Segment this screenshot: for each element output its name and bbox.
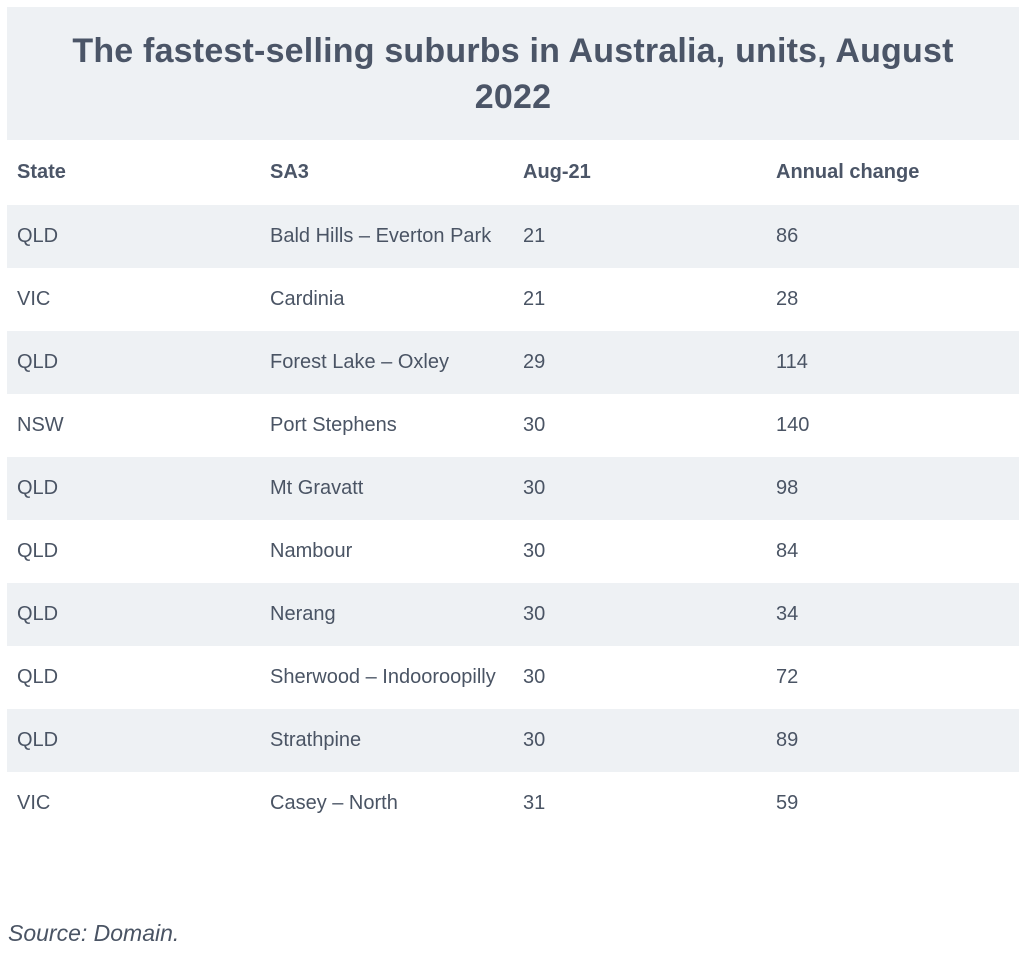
cell-aug21: 29 [513,331,766,394]
cell-aug21: 30 [513,520,766,583]
cell-annual-change: 72 [766,646,1019,709]
source-caption: Source: Domain. [8,920,180,946]
cell-annual-change: 98 [766,457,1019,520]
cell-annual-change: 89 [766,709,1019,772]
cell-state: QLD [7,709,260,772]
cell-aug21: 21 [513,268,766,331]
cell-state: QLD [7,646,260,709]
table-row: QLD Forest Lake – Oxley 29 114 [7,331,1019,394]
table-row: QLD Strathpine 30 89 [7,709,1019,772]
cell-aug21: 30 [513,583,766,646]
cell-annual-change: 28 [766,268,1019,331]
table-row: QLD Nambour 30 84 [7,520,1019,583]
table-row: QLD Nerang 30 34 [7,583,1019,646]
table-row: QLD Bald Hills – Everton Park 21 86 [7,205,1019,268]
cell-state: QLD [7,520,260,583]
cell-annual-change: 84 [766,520,1019,583]
table-header: State SA3 Aug-21 Annual change [7,140,1019,205]
cell-aug21: 31 [513,772,766,835]
cell-aug21: 30 [513,394,766,457]
cell-state: VIC [7,268,260,331]
cell-aug21: 30 [513,457,766,520]
cell-state: NSW [7,394,260,457]
table-title: The fastest-selling suburbs in Australia… [72,31,954,116]
cell-annual-change: 140 [766,394,1019,457]
cell-sa3: Nambour [260,520,513,583]
cell-sa3: Bald Hills – Everton Park [260,205,513,268]
column-header-aug21: Aug-21 [523,161,591,183]
cell-sa3: Forest Lake – Oxley [260,331,513,394]
table-row: NSW Port Stephens 30 140 [7,394,1019,457]
table-title-bar: The fastest-selling suburbs in Australia… [7,7,1019,140]
cell-state: VIC [7,772,260,835]
table-row: QLD Sherwood – Indooroopilly 30 72 [7,646,1019,709]
cell-annual-change: 114 [766,331,1019,394]
cell-state: QLD [7,205,260,268]
cell-state: QLD [7,457,260,520]
cell-sa3: Cardinia [260,268,513,331]
table-row: QLD Mt Gravatt 30 98 [7,457,1019,520]
cell-sa3: Casey – North [260,772,513,835]
cell-annual-change: 59 [766,772,1019,835]
table-row: VIC Casey – North 31 59 [7,772,1019,835]
suburbs-table: State SA3 Aug-21 Annual change QLD Bald … [7,140,1019,835]
header-row: State SA3 Aug-21 Annual change [7,140,1019,205]
cell-aug21: 21 [513,205,766,268]
cell-sa3: Strathpine [260,709,513,772]
cell-annual-change: 34 [766,583,1019,646]
cell-aug21: 30 [513,646,766,709]
cell-sa3: Sherwood – Indooroopilly [260,646,513,709]
column-header-sa3: SA3 [270,161,309,183]
cell-sa3: Port Stephens [260,394,513,457]
cell-state: QLD [7,331,260,394]
table-row: VIC Cardinia 21 28 [7,268,1019,331]
table-body: QLD Bald Hills – Everton Park 21 86 VIC … [7,205,1019,835]
cell-state: QLD [7,583,260,646]
cell-annual-change: 86 [766,205,1019,268]
data-table-container: The fastest-selling suburbs in Australia… [7,7,1019,835]
column-header-state: State [17,161,66,183]
cell-sa3: Nerang [260,583,513,646]
cell-aug21: 30 [513,709,766,772]
column-header-annual-change: Annual change [776,161,920,183]
cell-sa3: Mt Gravatt [260,457,513,520]
